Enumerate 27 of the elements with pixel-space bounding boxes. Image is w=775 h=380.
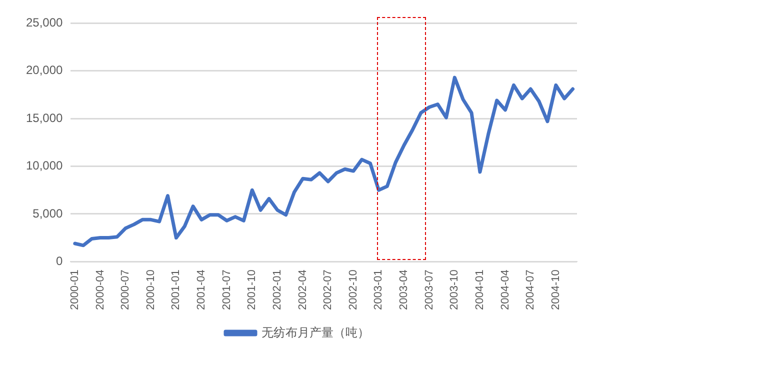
x-tick-label: 2003-01	[372, 270, 385, 310]
legend-label: 无纺布月产量（吨）	[262, 325, 370, 340]
x-tick-label: 2002-01	[271, 270, 284, 310]
x-tick-label: 2002-07	[322, 270, 334, 310]
x-tick-label: 2003-07	[423, 270, 436, 310]
x-tick-label: 2004-01	[474, 270, 486, 310]
x-tick-label: 2000-04	[94, 270, 106, 310]
x-tick-label: 2003-10	[448, 270, 461, 310]
x-tick-label: 2001-01	[170, 270, 182, 310]
x-tick-label: 2002-04	[296, 270, 309, 310]
y-tick-label: 20,000	[26, 63, 64, 78]
y-tick-label: 0	[56, 254, 64, 268]
y-tick-label: 25,000	[26, 16, 64, 30]
y-tick-label: 15,000	[26, 110, 64, 125]
x-tick-label: 2000-07	[120, 270, 132, 310]
x-tick-label: 2004-10	[550, 270, 562, 310]
x-tick-label: 2001-10	[246, 270, 258, 310]
x-tick-label: 2000-10	[144, 270, 157, 310]
x-tick-label: 2002-10	[347, 270, 360, 310]
y-tick-label: 5,000	[32, 206, 64, 220]
x-tick-label: 2000-01	[68, 270, 81, 310]
x-tick-label: 2004-04	[499, 270, 512, 310]
x-tick-label: 2004-07	[524, 270, 537, 310]
x-tick-label: 2001-07	[220, 270, 233, 310]
y-tick-label: 10,000	[26, 158, 64, 173]
x-tick-label: 2003-04	[398, 270, 410, 310]
x-tick-label: 2001-04	[196, 270, 208, 310]
